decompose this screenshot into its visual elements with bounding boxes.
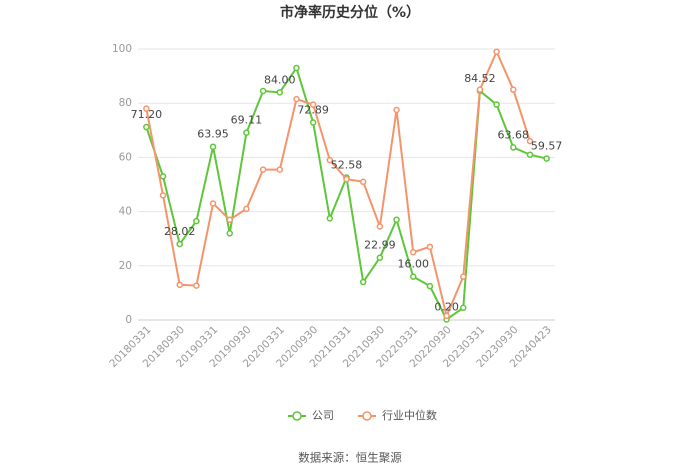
data-point — [393, 216, 400, 223]
y-tick-label: 0 — [125, 314, 132, 326]
data-label: 16.00 — [397, 258, 429, 271]
y-tick-label: 20 — [119, 260, 132, 272]
y-tick-label: 60 — [119, 151, 132, 163]
legend-swatch-dot — [292, 411, 302, 421]
data-label: 0.20 — [434, 300, 459, 313]
data-point — [326, 156, 334, 164]
data-label: 84.52 — [464, 72, 496, 85]
data-label: 52.58 — [331, 159, 363, 172]
data-point — [376, 254, 384, 261]
data-point — [543, 155, 550, 162]
data-label: 72.89 — [297, 103, 329, 116]
data-point — [476, 86, 484, 93]
data-point — [243, 205, 250, 213]
data-point — [176, 240, 183, 248]
data-point — [343, 175, 350, 183]
data-point — [159, 192, 167, 199]
data-point — [376, 223, 384, 230]
data-point — [159, 173, 167, 180]
data-label: 59.57 — [531, 140, 563, 153]
series-line — [145, 49, 531, 320]
data-point — [209, 200, 217, 207]
data-label: 63.95 — [197, 128, 229, 141]
data-point — [409, 273, 417, 280]
legend-swatch-dot — [362, 411, 372, 421]
data-label: 84.00 — [264, 73, 296, 86]
data-point — [193, 282, 200, 289]
data-point — [259, 87, 267, 95]
data-point — [359, 178, 367, 186]
data-point — [510, 144, 517, 151]
source-note: 数据来源：恒生聚源 — [298, 451, 402, 465]
data-point — [226, 230, 233, 237]
data-point — [359, 278, 367, 286]
data-point — [176, 281, 183, 289]
data-label: 71.20 — [131, 108, 163, 121]
y-tick-label: 80 — [119, 97, 132, 109]
data-point — [276, 89, 284, 96]
data-point — [510, 86, 517, 93]
data-point — [393, 106, 400, 114]
data-label: 28.02 — [164, 225, 196, 238]
data-point — [409, 249, 417, 256]
data-point — [143, 105, 150, 112]
y-tick-label: 100 — [112, 43, 132, 55]
data-point — [226, 216, 233, 223]
data-point — [293, 64, 300, 72]
data-point — [426, 282, 434, 290]
data-point — [526, 151, 534, 158]
data-point — [460, 273, 467, 280]
data-point — [443, 312, 450, 320]
data-point — [243, 129, 250, 136]
y-tick-label: 40 — [119, 206, 132, 218]
data-label: 22.99 — [364, 239, 396, 252]
data-point — [426, 243, 434, 251]
data-point — [259, 166, 267, 173]
data-point — [143, 123, 150, 131]
data-point — [209, 143, 217, 150]
series-line — [145, 65, 547, 321]
data-point — [460, 304, 467, 312]
data-point — [276, 166, 284, 173]
data-point — [309, 101, 317, 108]
chart-title: 市净率历史分位（%） — [280, 4, 420, 21]
data-point — [326, 215, 334, 222]
data-point — [526, 137, 534, 145]
data-point — [293, 95, 300, 103]
data-label: 69.11 — [231, 114, 263, 127]
legend-label: 公司 — [312, 409, 334, 422]
data-label: 63.68 — [498, 128, 530, 141]
data-point — [193, 217, 200, 225]
legend-label: 行业中位数 — [382, 408, 437, 422]
data-point — [493, 101, 500, 108]
data-point — [493, 48, 500, 55]
data-point — [309, 119, 317, 126]
